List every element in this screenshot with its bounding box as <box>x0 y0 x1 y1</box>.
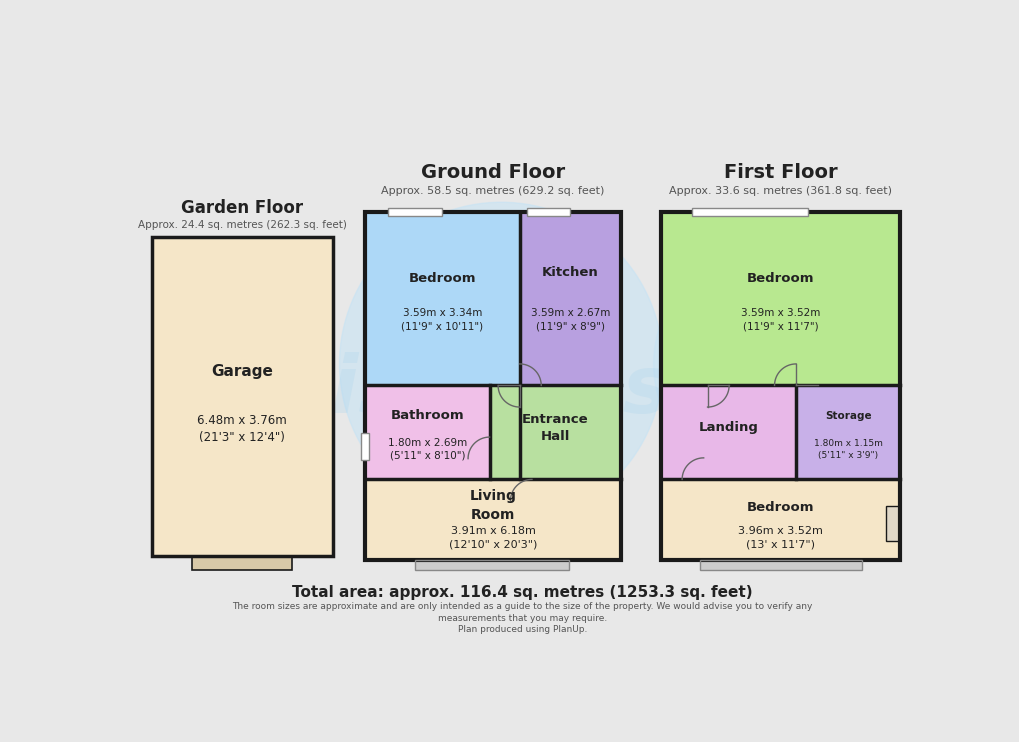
Text: Garage: Garage <box>211 364 273 378</box>
Bar <box>365 212 621 560</box>
Bar <box>152 237 332 556</box>
Text: Approx. 33.6 sq. metres (361.8 sq. feet): Approx. 33.6 sq. metres (361.8 sq. feet) <box>668 186 892 196</box>
Bar <box>387 209 441 216</box>
Bar <box>519 212 621 386</box>
Text: Kitchen: Kitchen <box>541 266 598 280</box>
Text: Landing: Landing <box>698 421 758 434</box>
Text: Bedroom: Bedroom <box>746 272 813 285</box>
Text: Approx. 24.4 sq. metres (262.3 sq. feet): Approx. 24.4 sq. metres (262.3 sq. feet) <box>138 220 346 230</box>
Text: Tristrams: Tristrams <box>246 352 671 430</box>
Bar <box>192 556 291 571</box>
Text: Entrance
Hall: Entrance Hall <box>522 413 588 443</box>
Bar <box>415 560 569 570</box>
Text: 6.48m x 3.76m
(21'3" x 12'4"): 6.48m x 3.76m (21'3" x 12'4") <box>197 413 286 444</box>
Bar <box>365 386 489 479</box>
Circle shape <box>653 245 892 483</box>
Bar <box>489 386 621 479</box>
Bar <box>415 560 569 570</box>
Bar <box>361 433 369 460</box>
Text: Garden Floor: Garden Floor <box>180 199 303 217</box>
Bar <box>152 237 332 556</box>
Text: 3.59m x 3.52m
(11'9" x 11'7"): 3.59m x 3.52m (11'9" x 11'7") <box>740 308 819 331</box>
Text: Storage: Storage <box>824 410 870 421</box>
Bar <box>692 209 807 216</box>
Text: 1.80m x 1.15m
(5'11" x 3'9"): 1.80m x 1.15m (5'11" x 3'9") <box>813 439 881 460</box>
Bar <box>795 386 899 479</box>
Circle shape <box>339 203 662 525</box>
Text: Bathroom: Bathroom <box>390 409 464 422</box>
Text: Approx. 58.5 sq. metres (629.2 sq. feet): Approx. 58.5 sq. metres (629.2 sq. feet) <box>381 186 604 196</box>
Text: 3.91m x 6.18m
(12'10" x 20'3"): 3.91m x 6.18m (12'10" x 20'3") <box>448 526 537 549</box>
Text: 1.80m x 2.69m
(5'11" x 8'10"): 1.80m x 2.69m (5'11" x 8'10") <box>387 438 467 461</box>
Text: 3.59m x 2.67m
(11'9" x 8'9"): 3.59m x 2.67m (11'9" x 8'9") <box>530 308 609 331</box>
Bar <box>660 212 899 560</box>
Bar <box>660 212 899 386</box>
Bar <box>886 506 899 541</box>
Text: Bedroom: Bedroom <box>409 272 476 285</box>
Text: Living
Room: Living Room <box>469 489 516 522</box>
Text: Bedroom: Bedroom <box>746 502 813 514</box>
Bar <box>699 560 861 570</box>
Text: The room sizes are approximate and are only intended as a guide to the size of t: The room sizes are approximate and are o… <box>232 602 812 634</box>
Text: First Floor: First Floor <box>723 162 837 182</box>
Text: Ground Floor: Ground Floor <box>421 162 565 182</box>
Bar <box>365 212 519 386</box>
Bar <box>660 479 899 560</box>
Bar <box>365 479 621 560</box>
Bar <box>886 506 899 541</box>
Bar <box>699 560 861 570</box>
Bar <box>192 556 291 571</box>
Text: 3.59m x 3.34m
(11'9" x 10'11"): 3.59m x 3.34m (11'9" x 10'11") <box>400 308 483 331</box>
Bar <box>660 386 795 479</box>
Bar <box>527 209 570 216</box>
Text: 3.96m x 3.52m
(13' x 11'7"): 3.96m x 3.52m (13' x 11'7") <box>738 526 822 549</box>
Text: Total area: approx. 116.4 sq. metres (1253.3 sq. feet): Total area: approx. 116.4 sq. metres (12… <box>292 585 752 600</box>
